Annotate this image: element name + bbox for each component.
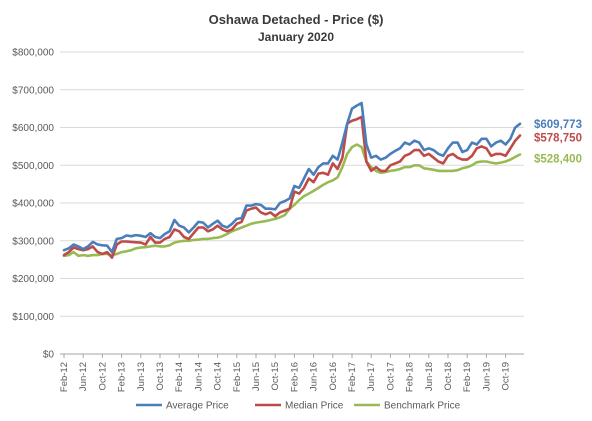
series-line-median-price bbox=[62, 115, 522, 260]
x-tick-label: Jun-16 bbox=[309, 362, 320, 391]
x-tick-label: Feb-18 bbox=[405, 362, 416, 392]
x-tick-label: Jun-13 bbox=[136, 362, 147, 391]
x-tick-label: Feb-14 bbox=[174, 362, 185, 392]
x-tick-label: Feb-12 bbox=[59, 362, 70, 392]
legend-item: Average Price bbox=[136, 401, 229, 412]
y-tick-label: $100,000 bbox=[12, 312, 54, 323]
series-layer bbox=[62, 101, 522, 260]
x-tick-label: Oct-18 bbox=[443, 362, 454, 391]
x-tick-label: Feb-16 bbox=[289, 362, 300, 392]
end-label-average-price: $609,773 bbox=[534, 119, 582, 131]
x-tick-label: Feb-19 bbox=[462, 362, 473, 392]
x-tick-label: Feb-17 bbox=[347, 362, 358, 392]
legend-label: Median Price bbox=[285, 401, 344, 412]
x-tick-label: Jun-14 bbox=[193, 362, 204, 391]
legend-label: Average Price bbox=[166, 401, 229, 412]
chart-title: Oshawa Detached - Price ($) bbox=[209, 12, 384, 27]
x-tick-label: Jun-18 bbox=[424, 362, 435, 391]
legend: Average Price Median Price Benchmark Price bbox=[136, 401, 461, 412]
end-labels: $609,773 $578,750 $528,400 bbox=[534, 119, 582, 166]
end-label-benchmark-price: $528,400 bbox=[534, 154, 582, 166]
x-tick-label: Oct-13 bbox=[155, 362, 166, 391]
end-label-median-price: $578,750 bbox=[534, 133, 582, 145]
y-tick-label: $700,000 bbox=[12, 85, 54, 96]
y-tick-label: $200,000 bbox=[12, 274, 54, 285]
x-tick-label: Oct-15 bbox=[270, 362, 281, 391]
x-tick-label: Jun-12 bbox=[78, 362, 89, 391]
y-axis: $0 $100,000 $200,000 $300,000 $400,000 $500,0… bbox=[12, 48, 54, 361]
y-tick-label: $400,000 bbox=[12, 199, 54, 210]
x-tick-label: Feb-13 bbox=[117, 362, 128, 392]
legend-item: Median Price bbox=[255, 401, 344, 412]
legend-item: Benchmark Price bbox=[354, 401, 461, 412]
x-tick-label: Jun-19 bbox=[481, 362, 492, 391]
chart-subtitle: January 2020 bbox=[258, 30, 334, 44]
y-tick-label: $0 bbox=[43, 350, 55, 361]
y-tick-label: $500,000 bbox=[12, 161, 54, 172]
y-tick-label: $600,000 bbox=[12, 123, 54, 134]
x-tick-label: Oct-14 bbox=[213, 362, 224, 391]
x-tick-label: Jun-15 bbox=[251, 362, 262, 391]
x-tick-label: Oct-16 bbox=[328, 362, 339, 391]
y-tick-label: $300,000 bbox=[12, 236, 54, 247]
x-tick-label: Jun-17 bbox=[366, 362, 377, 391]
x-tick-label: Oct-17 bbox=[385, 362, 396, 391]
series-line-benchmark-price bbox=[62, 143, 522, 258]
x-axis: Feb-12 Jun-12 Oct-12 Feb-13 Jun-13 Oct-13 Feb-… bbox=[59, 354, 512, 392]
x-tick-label: Oct-12 bbox=[97, 362, 108, 391]
series-line-average-price bbox=[62, 101, 522, 254]
y-tick-label: $800,000 bbox=[12, 48, 54, 59]
x-tick-label: Feb-15 bbox=[232, 362, 243, 392]
x-tick-label: Oct-19 bbox=[501, 362, 512, 391]
legend-label: Benchmark Price bbox=[384, 401, 461, 412]
